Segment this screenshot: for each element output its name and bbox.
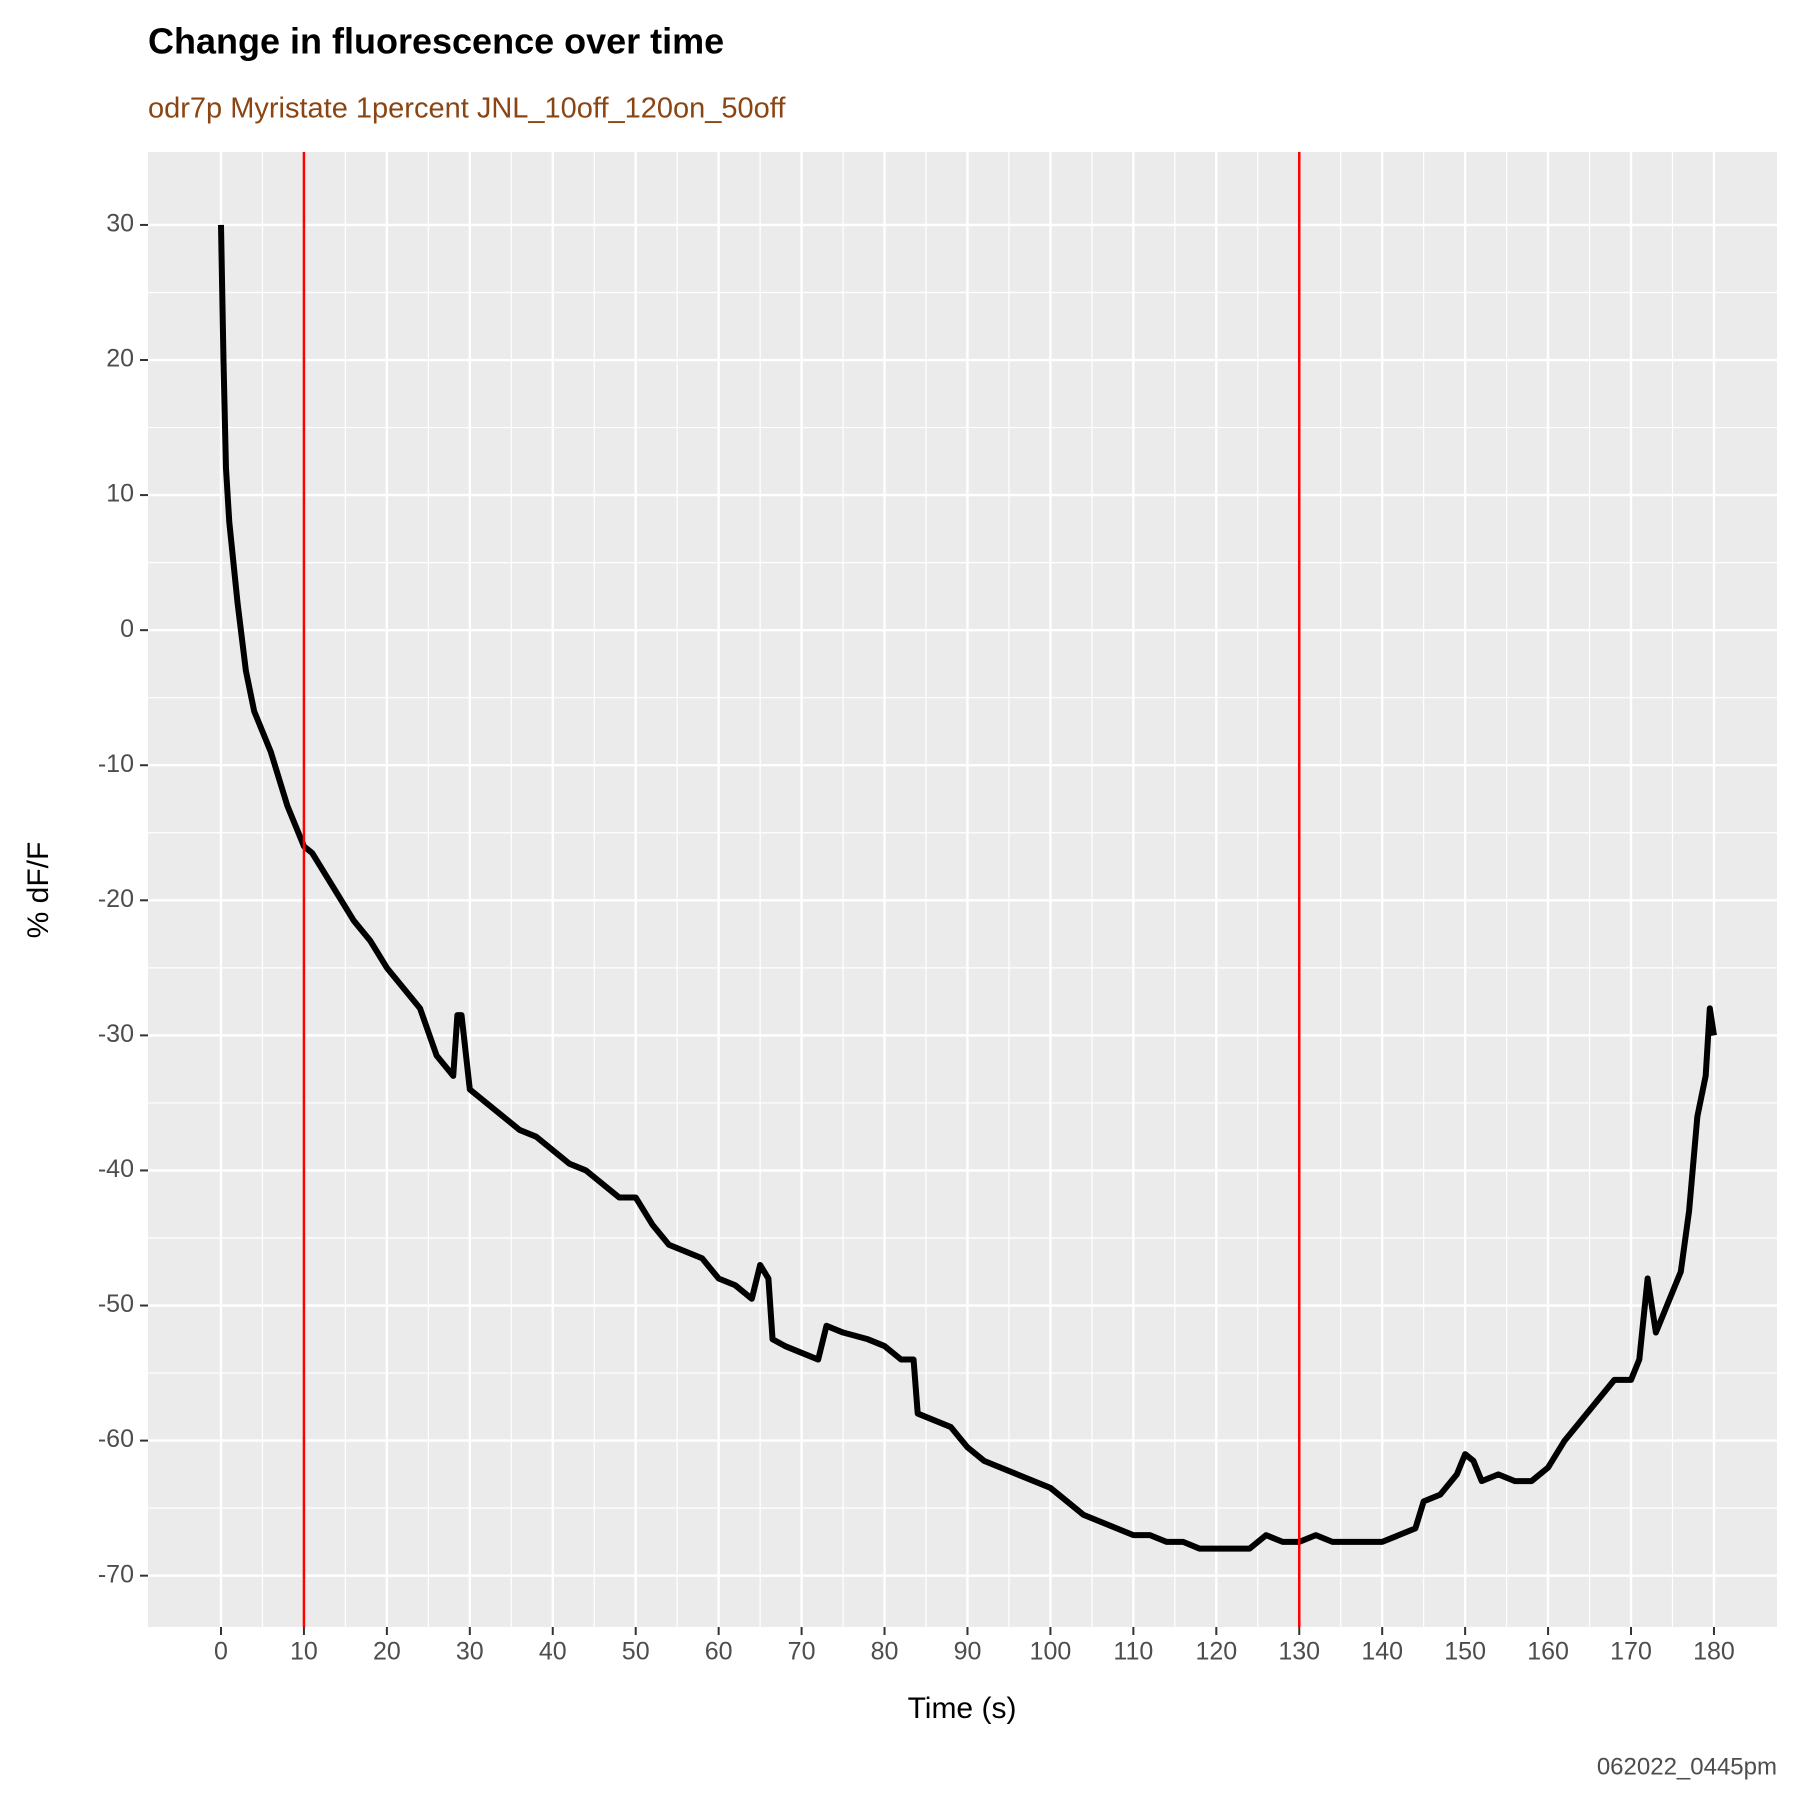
x-tick-label: 120 <box>1195 1638 1237 1666</box>
y-tick-label: -30 <box>98 1020 134 1048</box>
x-tick-label: 30 <box>456 1638 484 1666</box>
x-axis-title: Time (s) <box>908 1692 1017 1725</box>
y-tick-label: -70 <box>98 1560 134 1588</box>
y-tick-label: -50 <box>98 1290 134 1318</box>
x-tick-label: 150 <box>1444 1638 1486 1666</box>
x-tick-label: 50 <box>622 1638 650 1666</box>
x-tick-label: 70 <box>788 1638 816 1666</box>
x-tick-label: 110 <box>1113 1638 1153 1666</box>
x-tick-label: 180 <box>1693 1638 1735 1666</box>
x-tick-label: 0 <box>214 1638 228 1666</box>
panel <box>148 152 1777 1627</box>
x-tick-label: 60 <box>705 1638 733 1666</box>
y-tick-label: 30 <box>106 210 134 238</box>
x-tick-label: 140 <box>1361 1638 1403 1666</box>
x-tick-label: 100 <box>1030 1638 1072 1666</box>
y-tick-label: -10 <box>98 750 134 778</box>
x-tick-label: 130 <box>1278 1638 1320 1666</box>
x-tick-label: 170 <box>1610 1638 1652 1666</box>
y-tick-label: -20 <box>98 885 134 913</box>
caption: 062022_0445pm <box>1597 1753 1777 1780</box>
x-tick-label: 90 <box>954 1638 982 1666</box>
chart-subtitle: odr7p Myristate 1percent JNL_10off_120on… <box>148 93 786 125</box>
x-tick-label: 20 <box>373 1638 401 1666</box>
x-tick-label: 40 <box>539 1638 567 1666</box>
chart-title: Change in fluorescence over time <box>148 21 724 62</box>
y-axis-title: % dF/F <box>22 842 55 939</box>
data-line <box>217 224 1717 1552</box>
y-tick-label: 20 <box>106 345 134 373</box>
y-tick-label: -60 <box>98 1425 134 1453</box>
x-tick-label: 10 <box>290 1638 318 1666</box>
x-tick-label: 160 <box>1527 1638 1569 1666</box>
x-tick-label: 80 <box>871 1638 899 1666</box>
y-tick-label: 0 <box>120 615 134 643</box>
y-tick-label: -40 <box>98 1155 134 1183</box>
y-tick-label: 10 <box>106 480 134 508</box>
